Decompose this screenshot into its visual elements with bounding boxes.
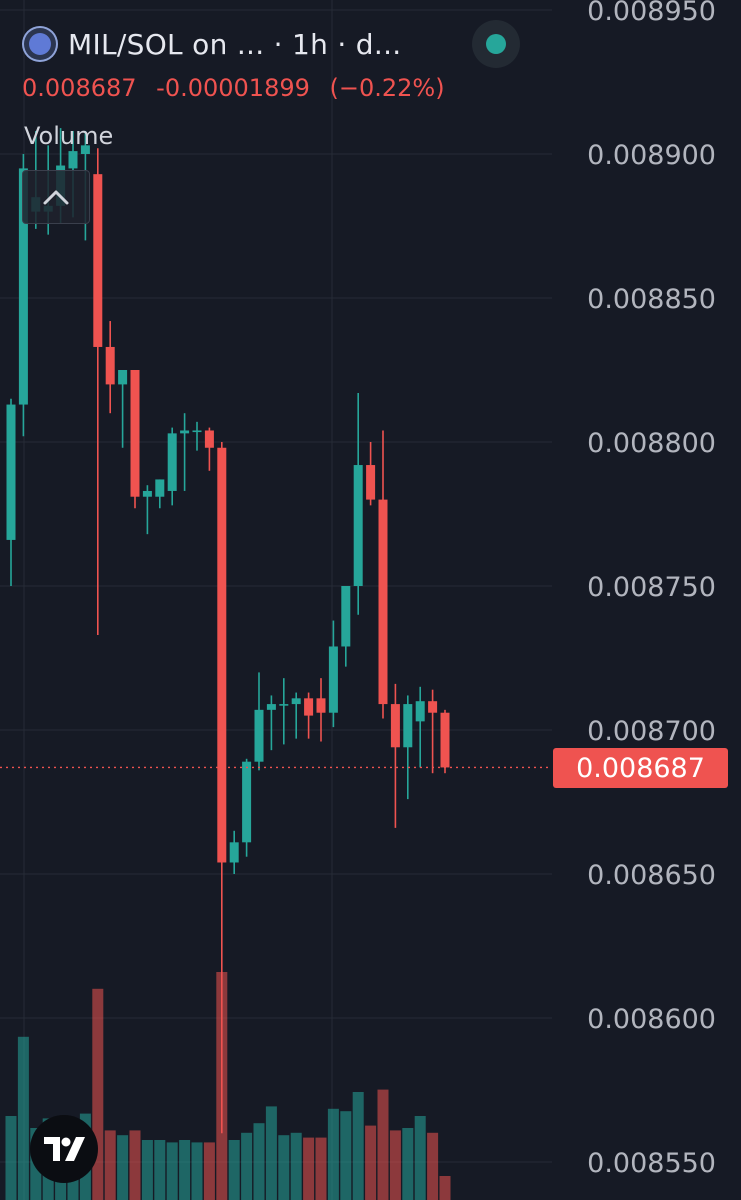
- coin-logo-icon[interactable]: [22, 26, 58, 62]
- volume-bar: [241, 1132, 253, 1200]
- candle-body: [428, 701, 438, 713]
- volume-bar: [141, 1140, 153, 1200]
- volume-bar: [154, 1140, 166, 1200]
- volume-bar: [253, 1123, 265, 1200]
- chart-header: MIL/SOL on ... · 1h · d...: [22, 24, 401, 64]
- candle-body: [105, 346, 115, 385]
- volume-bar: [402, 1128, 414, 1200]
- candle-body: [93, 174, 103, 347]
- price-summary: 0.008687 -0.00001899 (−0.22%): [22, 74, 457, 102]
- y-axis-tick-label: 0.008800: [587, 428, 716, 459]
- candle-body: [353, 465, 363, 586]
- volume-bar: [191, 1142, 203, 1200]
- candle-body: [316, 698, 326, 713]
- volume-bar: [203, 1142, 215, 1200]
- y-axis-tick-label: 0.008550: [587, 1148, 716, 1179]
- candle-body: [204, 430, 214, 448]
- volume-bar: [228, 1140, 240, 1200]
- market-status-indicator[interactable]: [472, 20, 520, 68]
- y-axis-tick-label: 0.008700: [587, 716, 716, 747]
- price-change: -0.00001899: [156, 74, 310, 102]
- candle-body: [80, 145, 90, 154]
- candle-body: [167, 433, 177, 491]
- volume-bar: [179, 1140, 191, 1200]
- candle-body: [217, 447, 227, 863]
- volume-bar: [265, 1106, 277, 1200]
- candle-body: [279, 704, 289, 706]
- candle-body: [155, 479, 165, 497]
- y-axis-tick-label: 0.008600: [587, 1004, 716, 1035]
- candle-body: [291, 698, 301, 705]
- volume-bar: [377, 1089, 389, 1200]
- price-change-percent: (−0.22%): [329, 74, 445, 102]
- y-axis-tick-label: 0.008750: [587, 572, 716, 603]
- volume-bar: [389, 1130, 401, 1200]
- volume-bar: [17, 1036, 29, 1200]
- candle-body: [304, 698, 314, 716]
- candle-body: [440, 712, 450, 768]
- chart-title[interactable]: MIL/SOL on ... · 1h · d...: [68, 27, 402, 61]
- candle-body: [142, 490, 152, 497]
- y-axis-tick-label: 0.008900: [587, 140, 716, 171]
- volume-bar: [166, 1142, 178, 1200]
- volume-bar: [427, 1132, 439, 1200]
- status-dot-icon: [486, 34, 506, 54]
- volume-bar: [290, 1132, 302, 1200]
- y-axis-tick-label: 0.008850: [587, 284, 716, 315]
- volume-bar: [315, 1137, 327, 1200]
- candle-body: [130, 370, 140, 497]
- y-axis-tick-label: 0.008950: [587, 0, 716, 27]
- volume-bar: [414, 1116, 426, 1200]
- volume-bar: [340, 1111, 352, 1200]
- candle-body: [192, 430, 202, 433]
- candle-body: [266, 704, 276, 710]
- candle-body: [390, 704, 400, 748]
- volume-indicator-label[interactable]: Volume: [24, 122, 114, 150]
- tradingview-logo-icon[interactable]: [30, 1115, 98, 1183]
- candle-body: [341, 586, 351, 647]
- candle-body: [68, 151, 78, 169]
- volume-bar: [327, 1108, 339, 1200]
- y-axis-tick-label: 0.008650: [587, 860, 716, 891]
- candle-body: [403, 704, 413, 748]
- collapse-legend-button[interactable]: [22, 170, 90, 224]
- candle-body: [118, 370, 128, 385]
- volume-bar: [104, 1130, 116, 1200]
- candle-body: [229, 842, 239, 863]
- volume-bar: [352, 1092, 364, 1200]
- volume-bar: [129, 1130, 141, 1200]
- candle-body: [328, 646, 338, 713]
- candle-body: [254, 709, 264, 762]
- last-price-tag: 0.008687: [553, 748, 728, 788]
- candle-body: [242, 761, 252, 843]
- volume-bar: [5, 1116, 17, 1200]
- chevron-up-icon: [43, 190, 69, 205]
- candle-body: [6, 404, 16, 540]
- candle-body: [18, 168, 28, 405]
- volume-bar: [92, 988, 104, 1200]
- volume-bar: [117, 1135, 129, 1200]
- candle-body: [415, 701, 425, 722]
- candle-body: [366, 465, 376, 500]
- volume-bar: [439, 1176, 451, 1200]
- volume-bar: [365, 1125, 377, 1200]
- volume-bar: [278, 1135, 290, 1200]
- candle-body: [180, 430, 190, 434]
- volume-bar: [303, 1137, 315, 1200]
- current-price: 0.008687: [22, 74, 137, 102]
- candle-body: [378, 499, 388, 705]
